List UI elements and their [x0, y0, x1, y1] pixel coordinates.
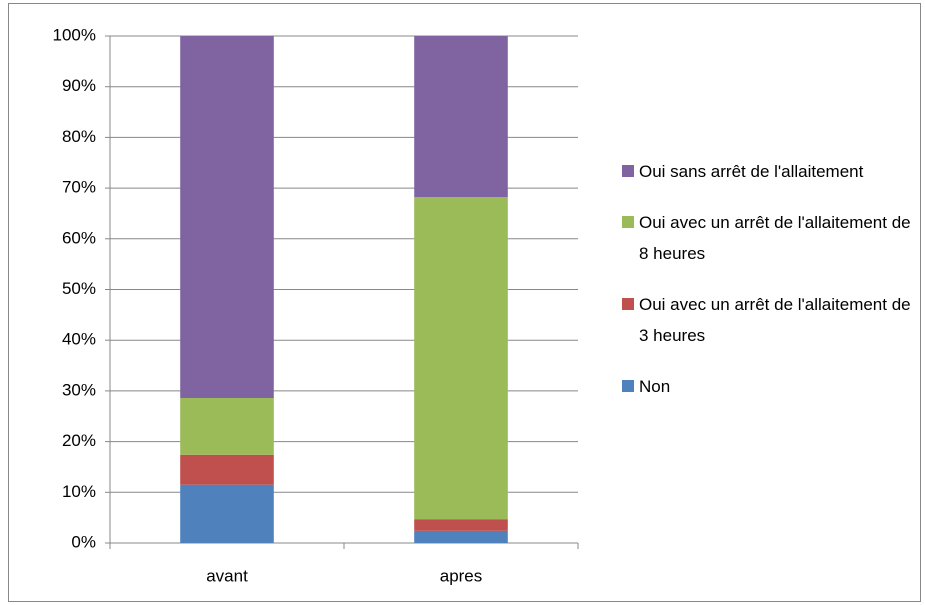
y-tick-label: 50%	[62, 279, 96, 298]
y-tick-label: 0%	[71, 532, 96, 551]
y-tick-label: 90%	[62, 76, 96, 95]
legend-entry: Oui avec un arrêt de l'allaitement de 8 …	[622, 207, 922, 269]
legend: Oui sans arrêt de l'allaitement Oui avec …	[622, 156, 922, 422]
legend-swatch	[622, 298, 634, 310]
bar-segment	[414, 530, 508, 543]
bar-segment	[180, 397, 274, 455]
bar-segment	[414, 197, 508, 520]
y-tick-label: 80%	[62, 127, 96, 146]
bar-segment	[180, 36, 274, 398]
y-tick-label: 40%	[62, 330, 96, 349]
y-tick-label: 60%	[62, 228, 96, 247]
legend-entry: Non	[622, 371, 922, 402]
y-tick-label: 30%	[62, 380, 96, 399]
legend-entry: Oui avec un arrêt de l'allaitement de 3 …	[622, 289, 922, 351]
legend-label: Non	[639, 377, 671, 396]
legend-swatch	[622, 216, 634, 228]
legend-swatch	[622, 165, 634, 177]
x-tick-label: apres	[440, 566, 483, 585]
bar-segment	[180, 454, 274, 485]
legend-label: Oui avec un arrêt de l'allaitement de 8 …	[639, 213, 911, 263]
y-tick-label: 100%	[53, 25, 96, 44]
bar-segment	[414, 36, 508, 198]
x-tick-label: avant	[206, 566, 248, 585]
y-tick-label: 10%	[62, 482, 96, 501]
bar-segment	[414, 519, 508, 531]
legend-swatch	[622, 380, 634, 392]
y-tick-label: 70%	[62, 178, 96, 197]
bar-segment	[180, 484, 274, 543]
legend-label: Oui avec un arrêt de l'allaitement de 3 …	[639, 295, 911, 345]
legend-label: Oui sans arrêt de l'allaitement	[639, 162, 864, 181]
legend-entry: Oui sans arrêt de l'allaitement	[622, 156, 922, 187]
y-tick-label: 20%	[62, 431, 96, 450]
